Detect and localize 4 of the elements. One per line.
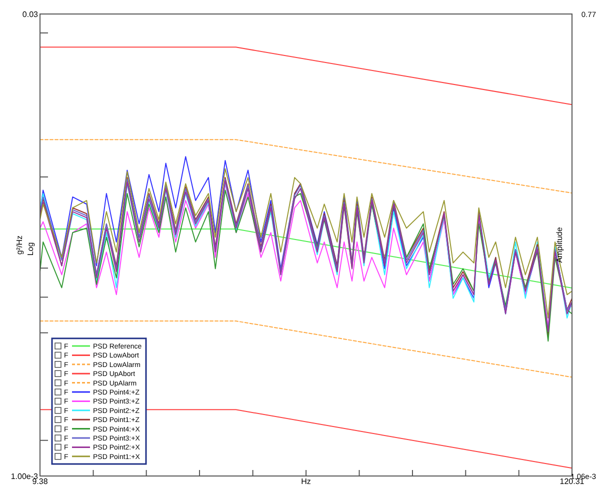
y-axis-title: g²/Hz Log: [15, 235, 35, 256]
y-tick-label: 0.03: [22, 10, 39, 19]
x-axis-title: Hz: [301, 477, 311, 485]
y2-axis-title: Amplitude: [555, 226, 564, 263]
